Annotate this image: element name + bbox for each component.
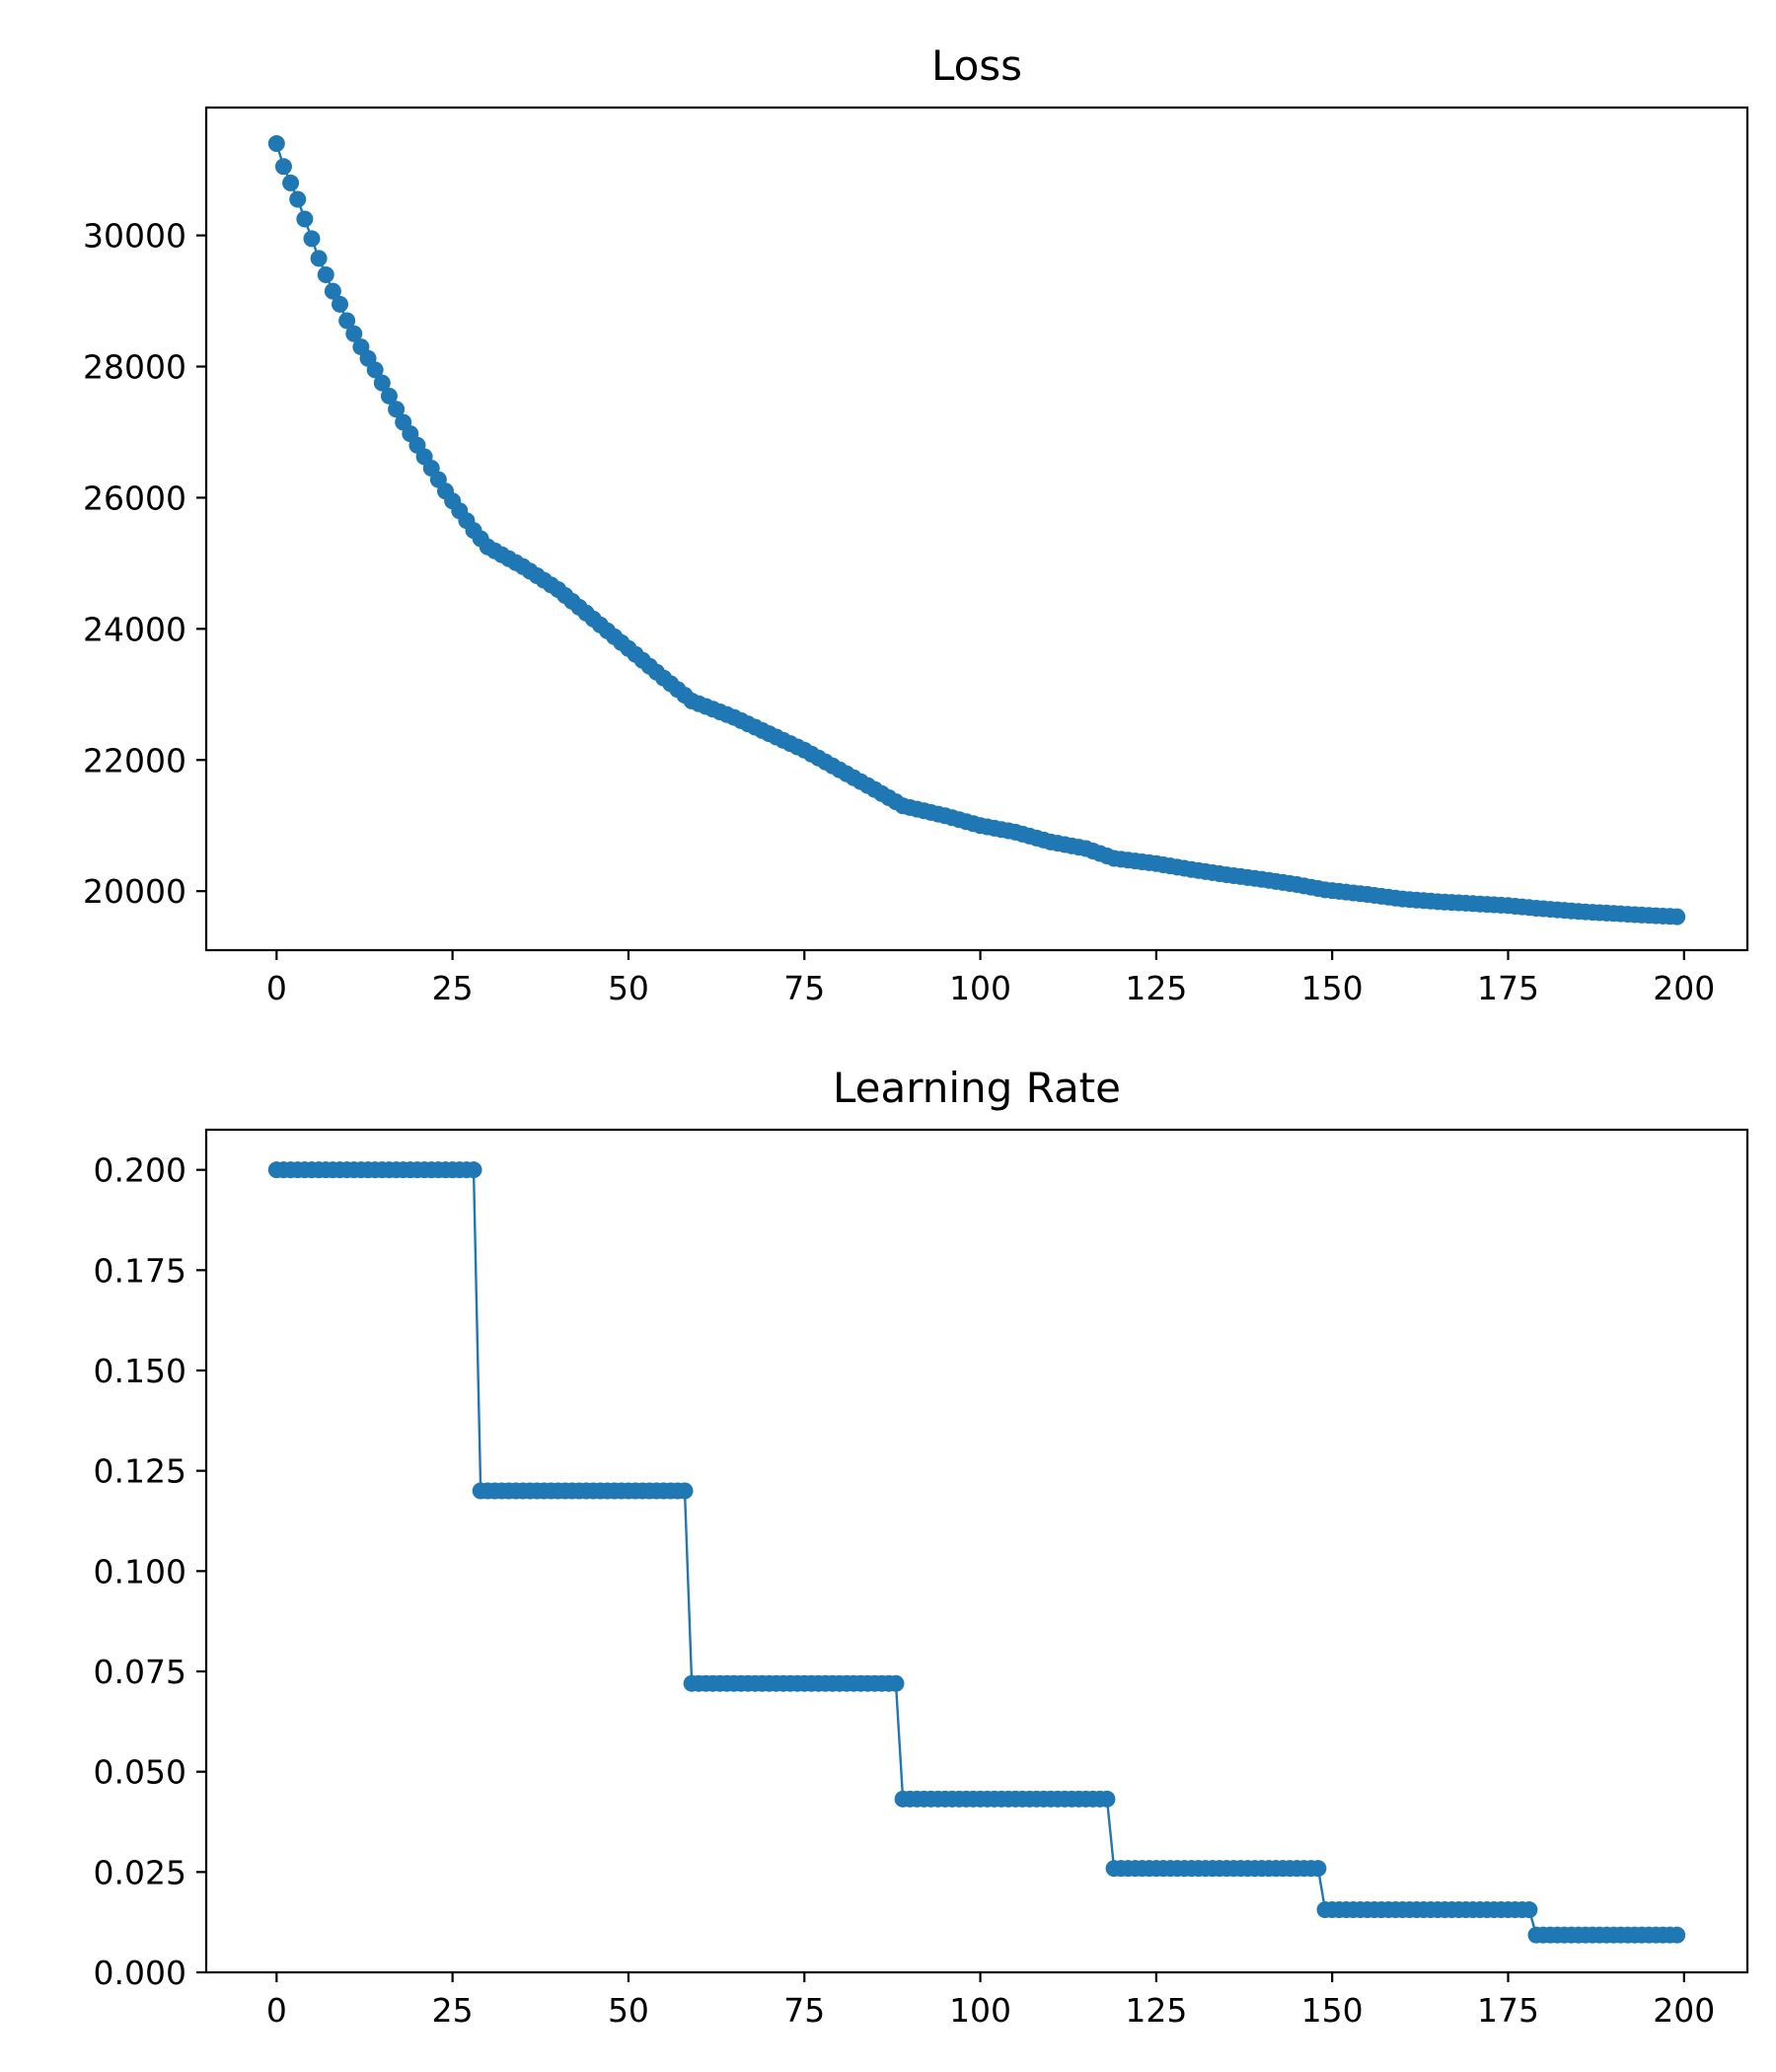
- learning-rate-series: [267, 1161, 1686, 1944]
- loss-y-ticks: 20000 22000 24000 26000 28000 30000: [83, 217, 206, 911]
- loss-data-point: [332, 295, 349, 313]
- loss-x-tick-label: 0: [266, 969, 287, 1007]
- loss-y-tick-label: 30000: [83, 217, 186, 256]
- learning-rate-data-point: [1098, 1790, 1116, 1808]
- loss-chart: Loss 0 25 50 75 100 125 150 175 200 20000 22000 24…: [83, 41, 1749, 1007]
- loss-y-tick-label: 26000: [83, 479, 186, 517]
- learning-rate-chart-title: Learning Rate: [833, 1064, 1121, 1112]
- loss-chart-title: Loss: [931, 41, 1022, 90]
- loss-data-point: [303, 230, 321, 248]
- loss-x-ticks: 0 25 50 75 100 125 150 175 200: [266, 950, 1715, 1007]
- loss-data-point: [380, 387, 398, 405]
- learning-rate-x-tick-label: 75: [783, 1991, 825, 2030]
- learning-rate-series-line: [276, 1168, 1677, 1937]
- loss-plot-frame: [204, 106, 1749, 952]
- learning-rate-x-tick-label: 175: [1477, 1991, 1539, 2030]
- learning-rate-y-tick-label: 0.125: [94, 1452, 186, 1491]
- learning-rate-x-tick-label: 200: [1653, 1991, 1715, 2030]
- learning-rate-x-tick-label: 150: [1301, 1991, 1364, 2030]
- loss-data-point: [366, 361, 384, 379]
- loss-y-tick-label: 28000: [83, 348, 186, 387]
- learning-rate-y-tick-label: 0.050: [94, 1753, 186, 1792]
- learning-rate-y-tick-label: 0.175: [94, 1251, 186, 1290]
- loss-data-point: [296, 210, 314, 228]
- loss-y-tick-label: 20000: [83, 872, 186, 911]
- learning-rate-data-point: [676, 1482, 694, 1500]
- loss-data-point: [1668, 908, 1686, 925]
- loss-data-point: [289, 190, 307, 208]
- loss-x-tick-label: 150: [1301, 969, 1364, 1007]
- loss-data-point: [310, 250, 328, 267]
- learning-rate-y-ticks: 0.000 0.025 0.050 0.075 0.100 0.125 0.150 0.175…: [94, 1151, 206, 1992]
- learning-rate-x-tick-label: 25: [432, 1991, 474, 2030]
- loss-data-point: [274, 158, 292, 176]
- learning-rate-chart: Learning Rate 0 25 50 75 100 125 150 175 200 0.0…: [94, 1064, 1749, 2030]
- loss-x-tick-label: 25: [432, 969, 474, 1007]
- loss-x-tick-label: 200: [1653, 969, 1715, 1007]
- loss-x-tick-label: 50: [608, 969, 649, 1007]
- learning-rate-x-tick-label: 50: [608, 1991, 649, 2030]
- loss-x-tick-label: 175: [1477, 969, 1539, 1007]
- loss-series: [267, 135, 1686, 925]
- loss-data-point: [338, 312, 356, 330]
- loss-x-tick-label: 125: [1125, 969, 1187, 1007]
- learning-rate-y-tick-label: 0.025: [94, 1853, 186, 1891]
- learning-rate-y-tick-label: 0.200: [94, 1151, 186, 1190]
- loss-data-point: [282, 174, 300, 191]
- learning-rate-x-tick-label: 0: [266, 1991, 287, 2030]
- loss-series-line: [275, 143, 1677, 919]
- loss-x-tick-label: 100: [949, 969, 1011, 1007]
- learning-rate-data-point: [887, 1674, 905, 1692]
- learning-rate-x-ticks: 0 25 50 75 100 125 150 175 200: [266, 1972, 1715, 2030]
- learning-rate-x-tick-label: 125: [1125, 1991, 1187, 2030]
- learning-rate-y-tick-label: 0.075: [94, 1653, 186, 1691]
- learning-rate-y-tick-label: 0.100: [94, 1552, 186, 1591]
- loss-y-tick-label: 22000: [83, 741, 186, 779]
- learning-rate-data-point: [1309, 1860, 1327, 1878]
- loss-data-point: [324, 282, 341, 300]
- loss-x-tick-label: 75: [783, 969, 825, 1007]
- learning-rate-y-tick-label: 0.000: [94, 1954, 186, 1992]
- learning-rate-data-point: [1520, 1901, 1538, 1919]
- loss-data-point: [317, 265, 334, 283]
- loss-data-point: [373, 374, 391, 392]
- loss-data-point: [345, 325, 363, 342]
- learning-rate-data-point: [465, 1161, 482, 1179]
- loss-y-tick-label: 24000: [83, 610, 186, 648]
- loss-data-point: [388, 401, 406, 418]
- loss-data-point: [267, 135, 285, 153]
- learning-rate-plot-frame: [204, 1128, 1749, 1974]
- learning-rate-y-tick-label: 0.150: [94, 1352, 186, 1390]
- learning-rate-x-tick-label: 100: [949, 1991, 1011, 2030]
- learning-rate-data-point: [1668, 1926, 1686, 1944]
